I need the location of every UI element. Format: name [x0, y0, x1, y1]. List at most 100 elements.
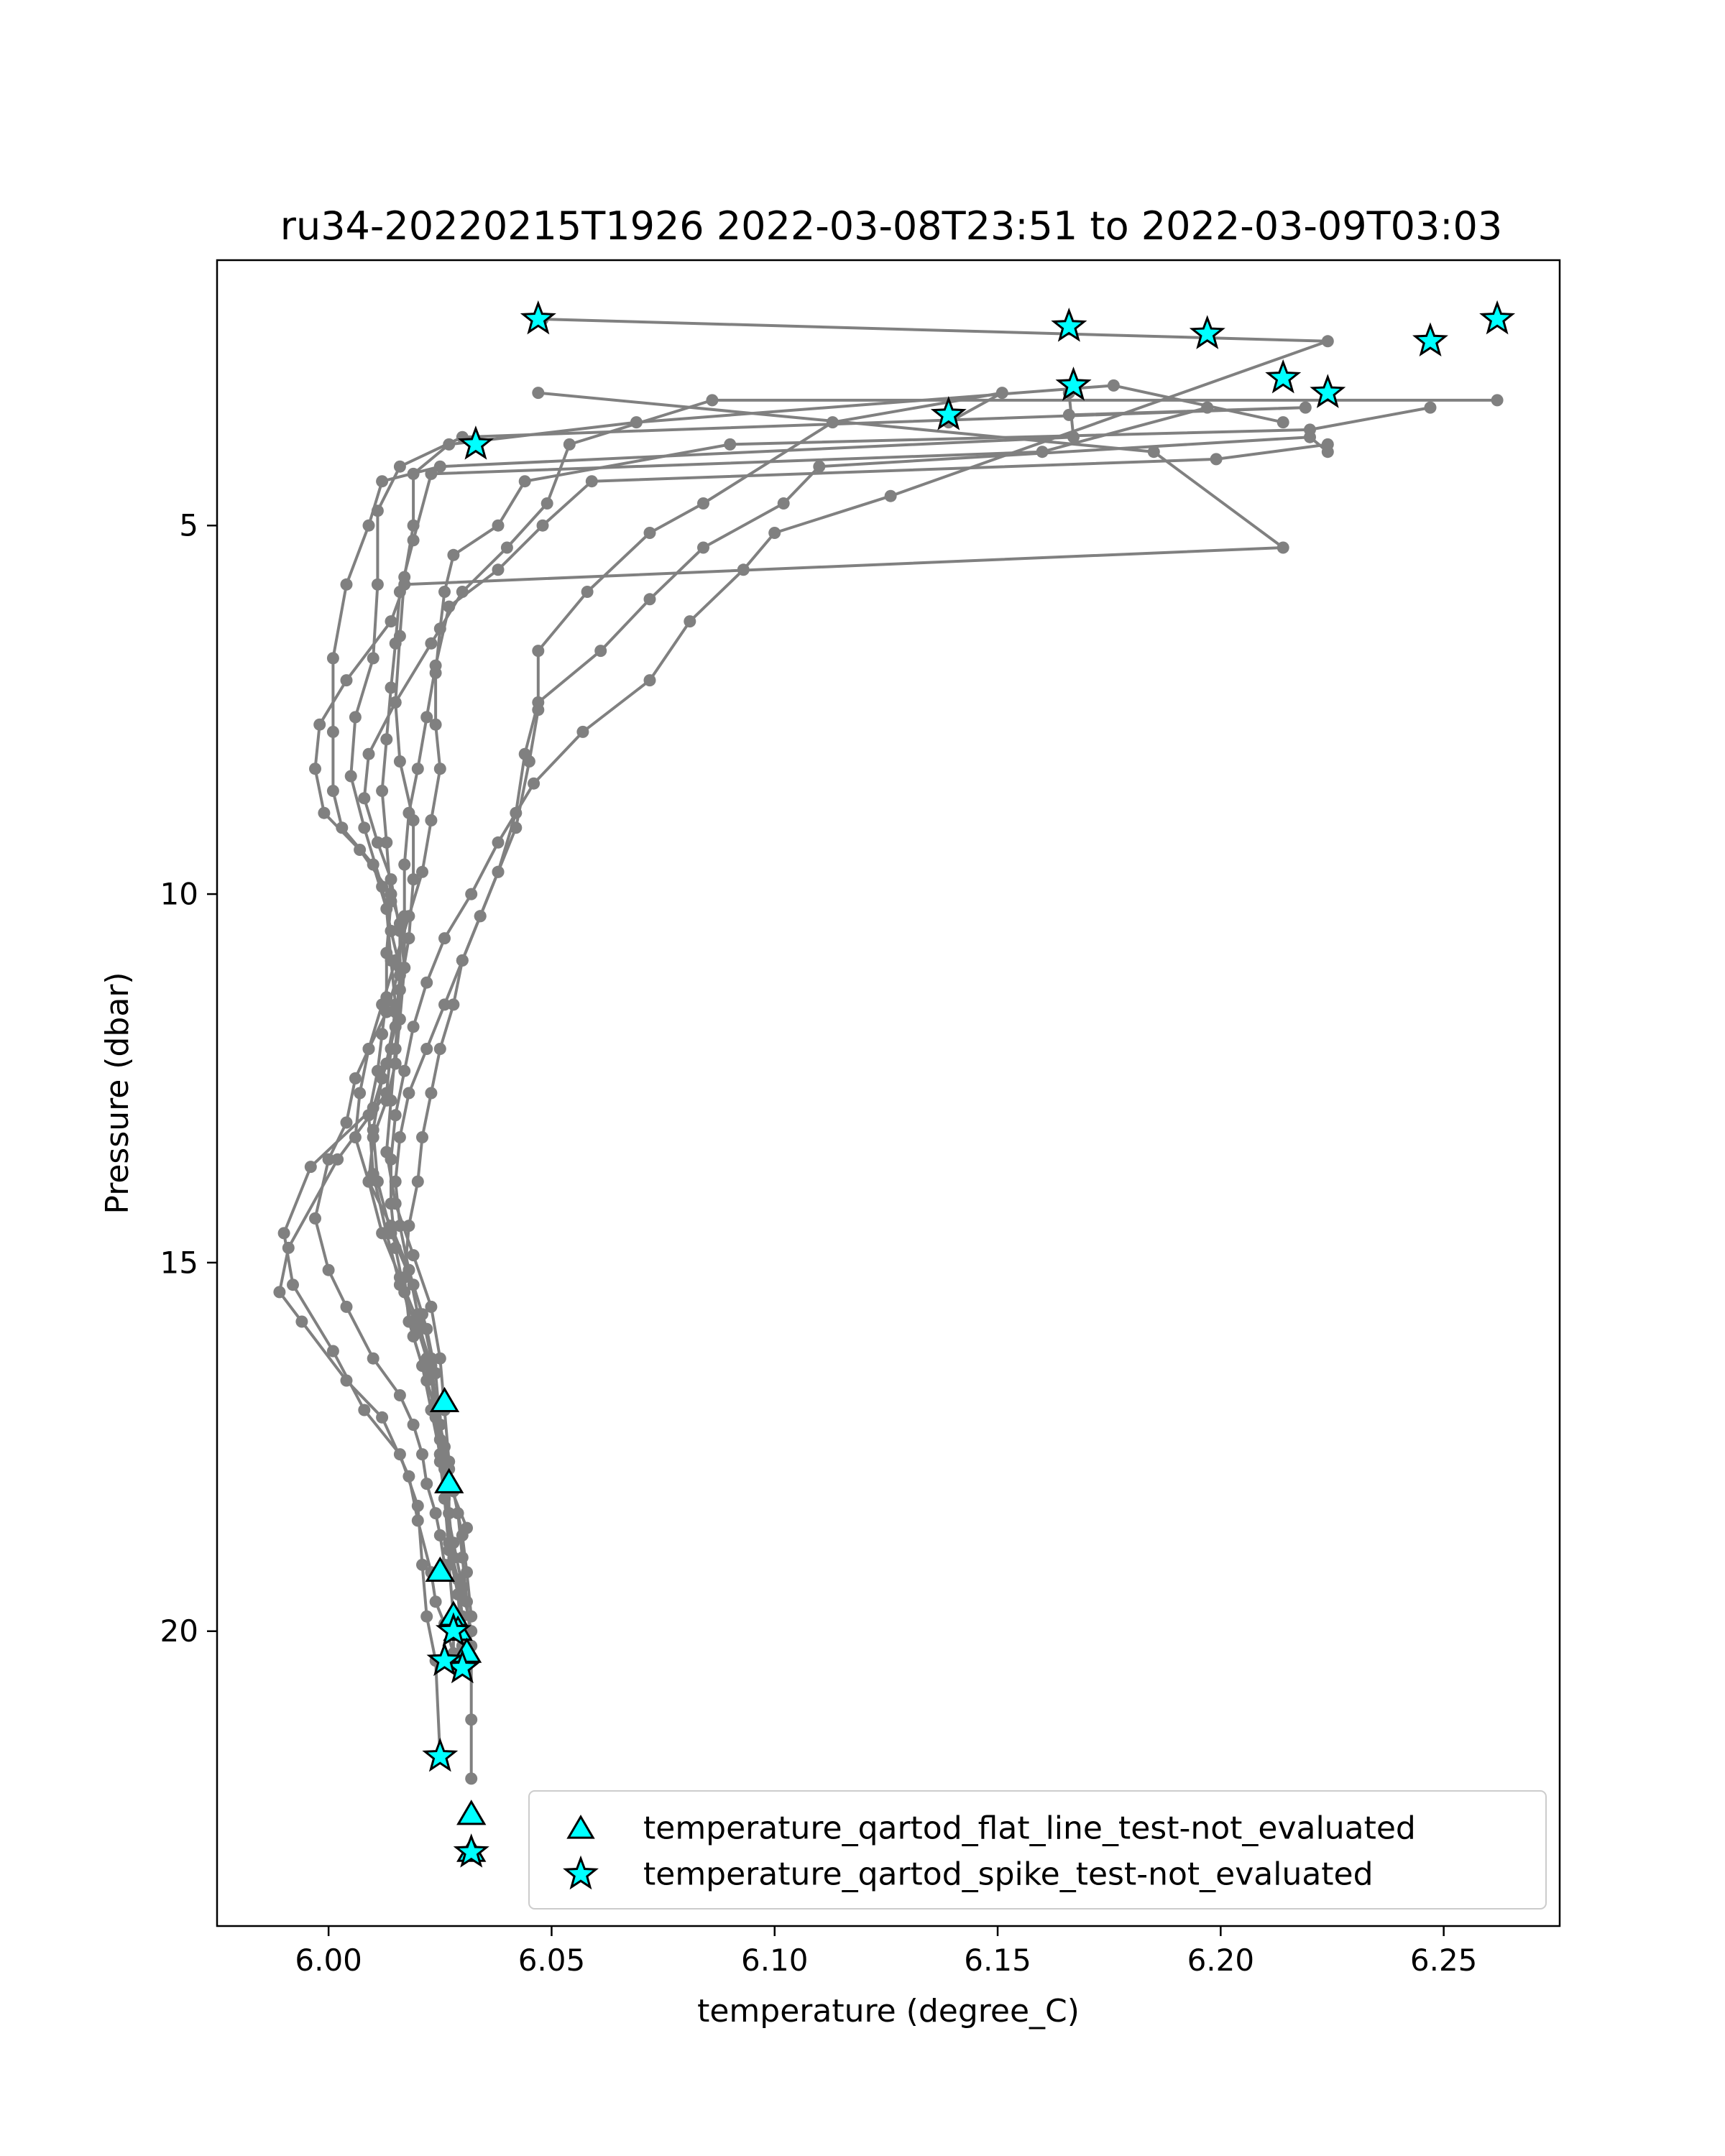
data-point [492, 865, 505, 878]
data-point [1299, 401, 1312, 414]
data-point [349, 711, 362, 724]
data-point [287, 1279, 299, 1291]
data-point [433, 622, 446, 635]
data-point [884, 489, 897, 502]
data-point [443, 600, 456, 613]
data-point [594, 645, 607, 658]
data-point [398, 962, 411, 975]
data-point [456, 1529, 469, 1542]
data-point [318, 806, 331, 819]
data-point [532, 696, 545, 709]
data-point [540, 497, 553, 510]
data-point [376, 475, 389, 488]
data-point [362, 519, 375, 532]
data-point [768, 527, 781, 539]
spike-marker [930, 396, 967, 430]
spike-marker [435, 1612, 472, 1646]
legend-box [528, 1790, 1547, 1909]
data-point [385, 681, 397, 694]
data-point [433, 1419, 446, 1431]
data-point [402, 1087, 415, 1100]
spike-marker [520, 300, 556, 335]
data-point [367, 652, 380, 665]
data-point [322, 1153, 335, 1166]
data-point [389, 1241, 402, 1254]
x-tick-label: 6.00 [295, 1943, 362, 1978]
data-point [1424, 401, 1437, 414]
data-point [438, 932, 451, 945]
data-point [326, 1345, 339, 1358]
data-point [393, 1013, 406, 1026]
spike-marker [457, 425, 494, 460]
data-point [737, 563, 750, 576]
triangle-icon [566, 1815, 595, 1839]
legend-spike-marker [563, 1855, 599, 1890]
data-point [367, 1131, 380, 1143]
data-point [389, 954, 402, 967]
data-point [456, 954, 469, 967]
data-point [340, 578, 353, 591]
data-point [354, 1087, 367, 1100]
data-point [465, 1713, 478, 1726]
data-point [528, 777, 540, 790]
data-point [576, 725, 589, 738]
spike-marker [453, 1833, 489, 1868]
data-point [429, 1595, 442, 1608]
data-point [358, 792, 371, 805]
data-point [407, 1419, 420, 1431]
data-point [492, 836, 505, 849]
data-point [411, 1175, 424, 1188]
data-point [380, 836, 393, 849]
data-point [684, 615, 696, 628]
data-point [367, 1352, 380, 1365]
data-point [813, 460, 826, 473]
data-point [465, 888, 478, 900]
chart-title: ru34-20220215T1926 2022-03-08T23:51 to 2… [280, 203, 1502, 249]
data-point [1147, 446, 1160, 459]
y-tick-label: 15 [160, 1245, 198, 1280]
data-point [532, 387, 545, 400]
data-point [326, 725, 339, 738]
data-point [447, 998, 460, 1011]
data-point [563, 438, 576, 451]
data-point [398, 858, 411, 871]
data-point [376, 1227, 389, 1240]
data-point [326, 785, 339, 797]
data-point [643, 527, 656, 539]
flat-line-marker [456, 1800, 487, 1825]
x-tick-label: 6.05 [518, 1943, 586, 1978]
data-point [995, 387, 1008, 400]
data-point [277, 1227, 290, 1240]
data-point [380, 946, 393, 959]
data-point [1062, 408, 1075, 421]
data-point [407, 467, 420, 480]
y-tick-label: 10 [160, 877, 198, 912]
data-point [304, 1161, 317, 1174]
star-icon [563, 1855, 599, 1890]
legend-flat-line-marker [566, 1815, 595, 1839]
data-point [643, 593, 656, 606]
data-point [411, 763, 424, 775]
data-point [358, 1404, 371, 1416]
data-point [376, 880, 389, 893]
spike-marker [426, 1641, 463, 1677]
spike-marker [1055, 367, 1092, 401]
data-point [313, 718, 326, 731]
data-point [336, 821, 349, 834]
data-point [420, 1478, 433, 1491]
data-point [420, 1352, 433, 1365]
legend-label-spike: temperature_qartod_spike_test-not_evalua… [643, 1856, 1374, 1893]
data-point [1276, 541, 1289, 554]
data-point [1321, 335, 1334, 348]
data-point [451, 1507, 464, 1520]
data-point [393, 1220, 406, 1233]
data-point [349, 1072, 362, 1084]
data-point [536, 519, 549, 532]
x-tick-label: 6.20 [1187, 1943, 1255, 1978]
series-layer [273, 313, 1504, 1785]
data-point [371, 578, 384, 591]
data-point [500, 541, 513, 554]
data-point [393, 460, 406, 473]
data-point [643, 674, 656, 687]
flat-line-marker [429, 1386, 460, 1413]
